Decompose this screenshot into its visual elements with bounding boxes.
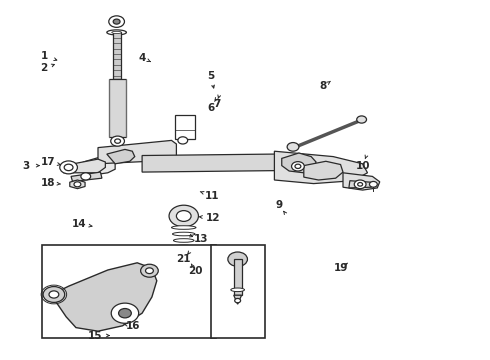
Polygon shape	[98, 140, 176, 164]
Text: 6: 6	[207, 103, 214, 113]
Circle shape	[74, 182, 81, 187]
Text: 9: 9	[276, 200, 283, 210]
Circle shape	[49, 291, 59, 298]
Text: 19: 19	[333, 263, 348, 273]
Bar	[234, 259, 242, 295]
Circle shape	[295, 164, 301, 168]
Text: 21: 21	[176, 254, 191, 264]
Text: 2: 2	[41, 63, 48, 73]
Ellipse shape	[107, 30, 126, 35]
Polygon shape	[83, 155, 115, 176]
Circle shape	[358, 183, 363, 186]
Text: 10: 10	[355, 161, 370, 171]
Circle shape	[113, 19, 120, 24]
Polygon shape	[234, 295, 242, 304]
Circle shape	[176, 211, 191, 221]
Ellipse shape	[173, 239, 194, 242]
Text: 12: 12	[206, 213, 220, 223]
Circle shape	[369, 181, 377, 187]
Circle shape	[141, 264, 158, 277]
Ellipse shape	[172, 226, 196, 229]
Polygon shape	[71, 172, 102, 181]
Circle shape	[354, 180, 366, 189]
Circle shape	[43, 287, 65, 302]
Ellipse shape	[172, 232, 195, 236]
Circle shape	[287, 143, 299, 151]
Circle shape	[111, 303, 139, 323]
Text: 14: 14	[72, 219, 87, 229]
Bar	[175, 115, 195, 139]
Polygon shape	[142, 154, 284, 172]
Bar	[42, 245, 216, 338]
Text: 8: 8	[320, 81, 327, 91]
Polygon shape	[282, 153, 316, 173]
Ellipse shape	[231, 288, 245, 292]
Circle shape	[235, 298, 241, 303]
Polygon shape	[349, 181, 371, 188]
Circle shape	[64, 164, 73, 171]
Bar	[109, 79, 126, 137]
Ellipse shape	[175, 252, 192, 255]
Polygon shape	[343, 173, 380, 190]
Polygon shape	[70, 180, 85, 189]
Polygon shape	[175, 256, 193, 264]
Text: 7: 7	[213, 99, 220, 109]
Circle shape	[115, 139, 121, 143]
Polygon shape	[64, 159, 105, 173]
Circle shape	[169, 205, 198, 227]
Circle shape	[357, 116, 367, 123]
Text: 18: 18	[41, 178, 55, 188]
Polygon shape	[54, 263, 157, 331]
Circle shape	[119, 309, 131, 318]
Text: 15: 15	[88, 330, 103, 341]
Text: 4: 4	[138, 53, 146, 63]
Bar	[113, 32, 121, 79]
Circle shape	[178, 137, 188, 144]
Circle shape	[109, 16, 124, 27]
Circle shape	[60, 161, 77, 174]
Text: 11: 11	[204, 191, 219, 201]
Polygon shape	[274, 151, 368, 184]
Ellipse shape	[112, 31, 122, 33]
Circle shape	[228, 252, 247, 266]
Text: 3: 3	[22, 161, 29, 171]
Circle shape	[292, 162, 304, 171]
Circle shape	[146, 268, 153, 274]
Circle shape	[111, 136, 124, 146]
Text: 16: 16	[126, 321, 141, 331]
Ellipse shape	[174, 245, 193, 249]
Circle shape	[81, 173, 91, 180]
Text: 1: 1	[41, 51, 48, 61]
Text: 5: 5	[207, 71, 214, 81]
Bar	[211, 245, 265, 338]
Text: 20: 20	[188, 266, 202, 276]
Polygon shape	[304, 161, 343, 180]
Text: 13: 13	[194, 234, 208, 244]
Text: 17: 17	[41, 157, 55, 167]
Polygon shape	[107, 149, 135, 164]
